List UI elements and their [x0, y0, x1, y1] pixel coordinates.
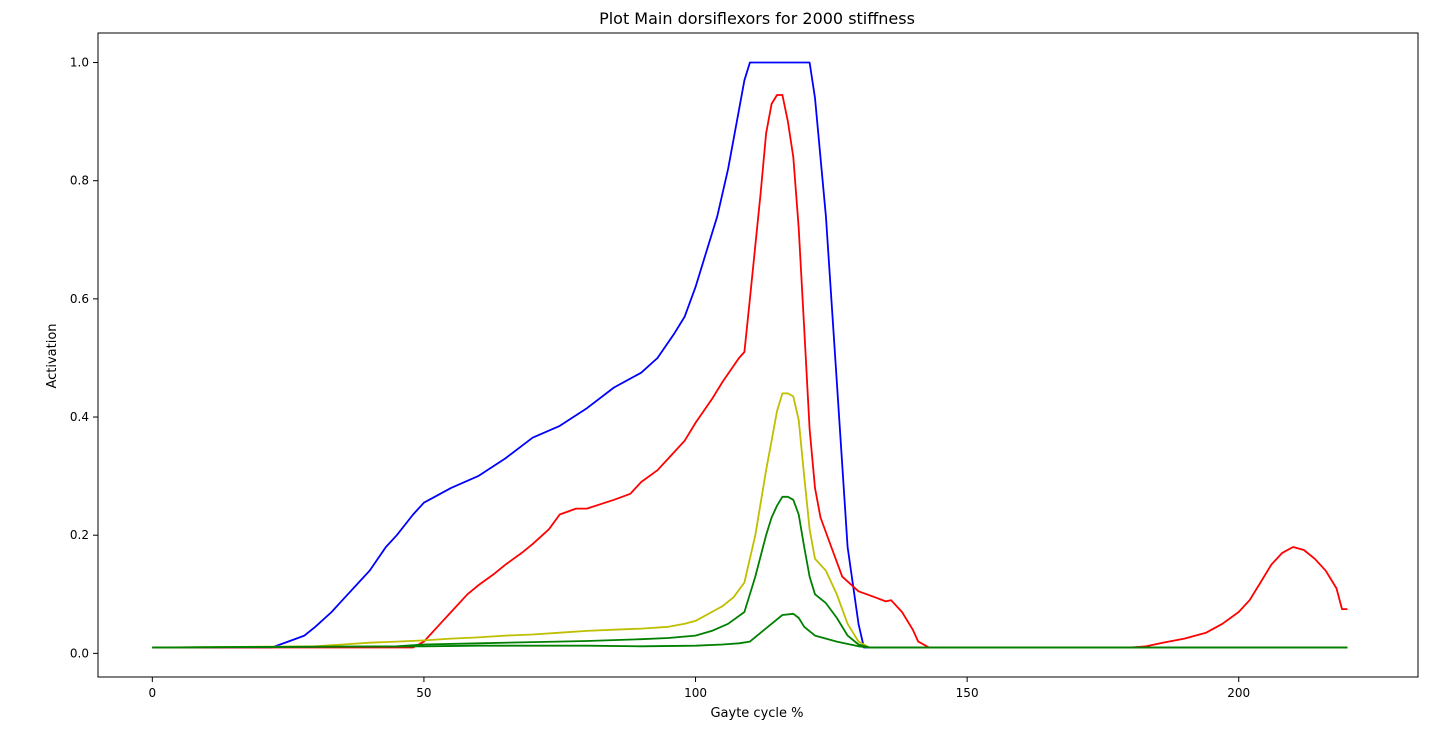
- series-line-1: [152, 61, 1348, 649]
- x-axis: 0 50 100 150 200: [149, 677, 1250, 700]
- y-tick-label: 0.2: [70, 528, 89, 542]
- series-line-4: [152, 495, 1348, 649]
- x-tick-label: 150: [956, 686, 979, 700]
- y-tick-label: 0.4: [70, 410, 89, 424]
- x-tick-label: 50: [416, 686, 431, 700]
- series-line-2: [152, 94, 1348, 649]
- x-tick-label: 0: [149, 686, 157, 700]
- x-tick-label: 100: [684, 686, 707, 700]
- y-tick-label: 1.0: [70, 56, 89, 70]
- plot-frame: [97, 32, 1419, 678]
- series-line-5: [152, 612, 1348, 649]
- plot-area: [152, 61, 1348, 649]
- y-tick-label: 0.8: [70, 174, 89, 188]
- y-tick-label: 0.6: [70, 292, 89, 306]
- y-tick-label: 0.0: [70, 646, 89, 660]
- y-axis: 0.0 0.2 0.4 0.6 0.8 1.0: [70, 56, 98, 660]
- x-tick-label: 200: [1227, 686, 1250, 700]
- series-line-3: [152, 392, 1348, 649]
- chart-title: Plot Main dorsiflexors for 2000 stiffnes…: [599, 9, 915, 28]
- y-axis-label: Activation: [45, 323, 60, 388]
- x-axis-label: Gayte cycle %: [710, 706, 803, 721]
